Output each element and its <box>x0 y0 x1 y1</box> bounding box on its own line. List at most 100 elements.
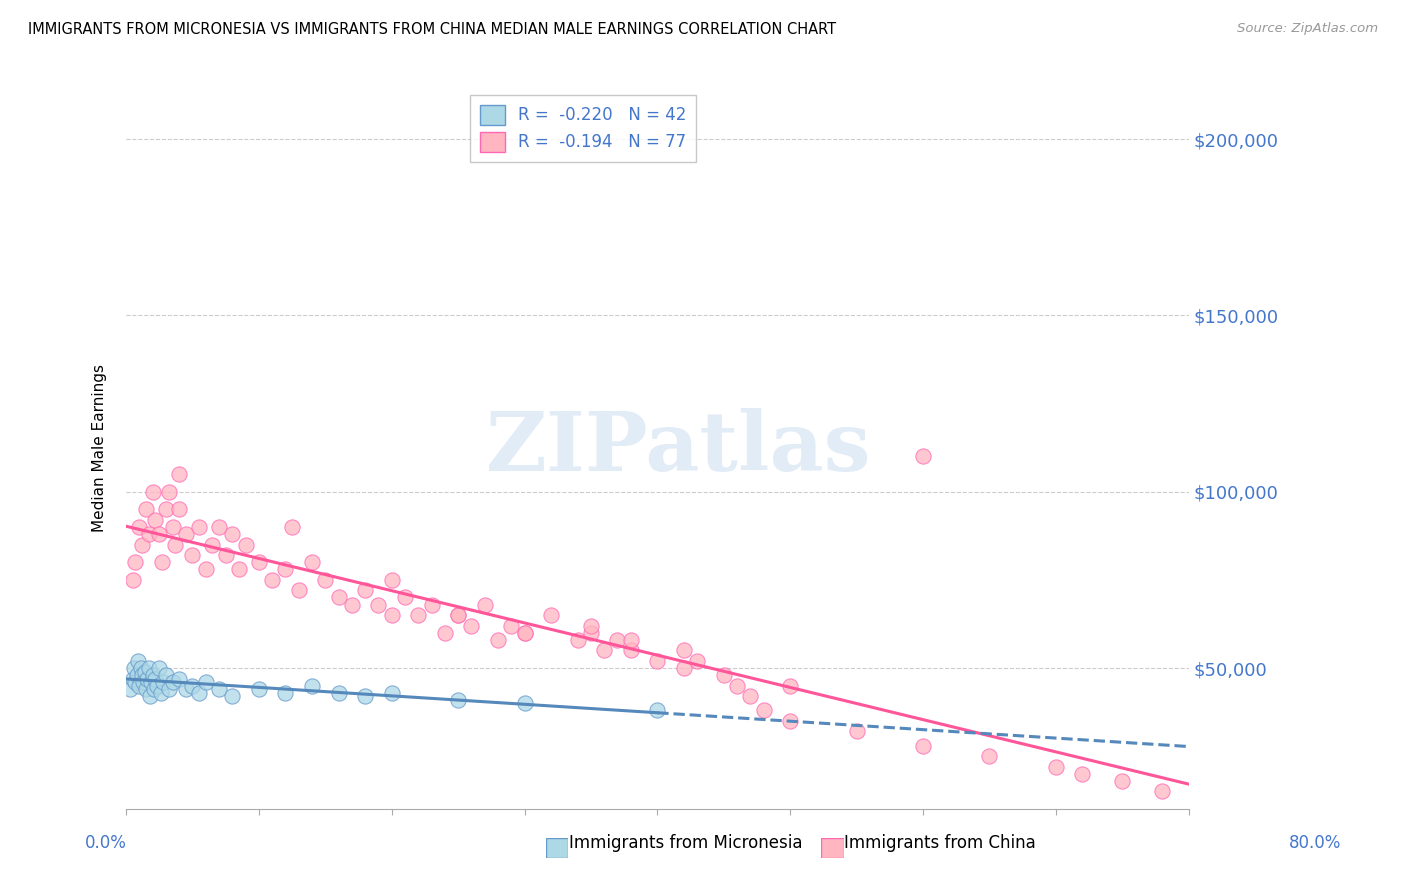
Point <box>752 703 775 717</box>
Point <box>235 538 257 552</box>
Point <box>125 668 148 682</box>
Point <box>579 618 602 632</box>
Point <box>148 661 170 675</box>
Point <box>152 675 174 690</box>
Point <box>1150 784 1173 798</box>
Point <box>672 643 695 657</box>
Point <box>381 608 404 623</box>
Point <box>672 661 695 675</box>
Point <box>740 689 762 703</box>
Point <box>354 689 377 703</box>
Point <box>647 654 669 668</box>
Point <box>354 583 377 598</box>
Point <box>1045 760 1067 774</box>
Point <box>328 591 350 605</box>
Point <box>406 608 429 623</box>
Point <box>274 562 297 576</box>
Point <box>567 632 589 647</box>
Point <box>141 675 163 690</box>
Point <box>262 573 284 587</box>
Point <box>121 573 143 587</box>
Point <box>142 668 165 682</box>
Point <box>194 562 217 576</box>
Point <box>620 632 643 647</box>
Point <box>150 555 173 569</box>
Point <box>540 608 562 623</box>
Point <box>381 686 404 700</box>
Point <box>287 583 309 598</box>
Point <box>139 689 162 703</box>
Y-axis label: Median Male Earnings: Median Male Earnings <box>93 364 107 532</box>
Point <box>447 608 470 623</box>
Point <box>845 724 868 739</box>
Point <box>474 598 496 612</box>
Point <box>221 689 243 703</box>
Point <box>367 598 389 612</box>
Point <box>247 682 270 697</box>
Point <box>647 703 669 717</box>
Point <box>314 573 336 587</box>
Point <box>1071 766 1094 780</box>
Point <box>713 668 735 682</box>
Point <box>121 672 143 686</box>
Point <box>593 643 616 657</box>
Text: 0.0%: 0.0% <box>84 834 127 852</box>
Point <box>394 591 416 605</box>
Point <box>606 632 628 647</box>
Point <box>165 538 187 552</box>
Point <box>513 696 536 710</box>
Point <box>486 632 509 647</box>
Text: ZIPatlas: ZIPatlas <box>486 408 872 488</box>
Point <box>188 520 211 534</box>
Point <box>162 520 184 534</box>
Point <box>433 625 456 640</box>
Point <box>167 467 190 482</box>
Point <box>143 682 166 697</box>
Point <box>167 502 190 516</box>
Point <box>228 562 250 576</box>
Point <box>174 527 197 541</box>
Point <box>127 654 149 668</box>
Point <box>513 625 536 640</box>
Text: Source: ZipAtlas.com: Source: ZipAtlas.com <box>1237 22 1378 36</box>
Point <box>128 520 150 534</box>
Point <box>208 520 231 534</box>
Text: Immigrants from Micronesia: Immigrants from Micronesia <box>569 834 803 852</box>
Point <box>149 686 172 700</box>
Point <box>620 643 643 657</box>
Point <box>143 672 166 686</box>
Point <box>124 675 146 690</box>
Point <box>129 661 152 675</box>
Point <box>1111 773 1133 788</box>
Point <box>135 502 157 516</box>
Point <box>194 675 217 690</box>
Point <box>208 682 231 697</box>
Point <box>181 679 204 693</box>
Point <box>447 608 470 623</box>
Point <box>135 682 157 697</box>
Point <box>188 686 211 700</box>
Point <box>148 527 170 541</box>
Point <box>124 555 146 569</box>
Point <box>157 682 180 697</box>
Point <box>132 675 155 690</box>
Point <box>120 682 142 697</box>
Point <box>181 548 204 562</box>
Point <box>725 679 748 693</box>
Point <box>155 668 177 682</box>
Point <box>136 672 159 686</box>
Point <box>134 665 156 679</box>
Point <box>911 450 934 464</box>
Point <box>779 714 801 728</box>
Point <box>447 692 470 706</box>
Point <box>979 749 1001 764</box>
Point <box>911 739 934 753</box>
Point <box>201 538 224 552</box>
Point <box>128 679 150 693</box>
Point <box>162 675 184 690</box>
Text: IMMIGRANTS FROM MICRONESIA VS IMMIGRANTS FROM CHINA MEDIAN MALE EARNINGS CORRELA: IMMIGRANTS FROM MICRONESIA VS IMMIGRANTS… <box>28 22 837 37</box>
Text: 80.0%: 80.0% <box>1288 834 1341 852</box>
Point <box>143 513 166 527</box>
Point <box>247 555 270 569</box>
Point <box>138 527 160 541</box>
